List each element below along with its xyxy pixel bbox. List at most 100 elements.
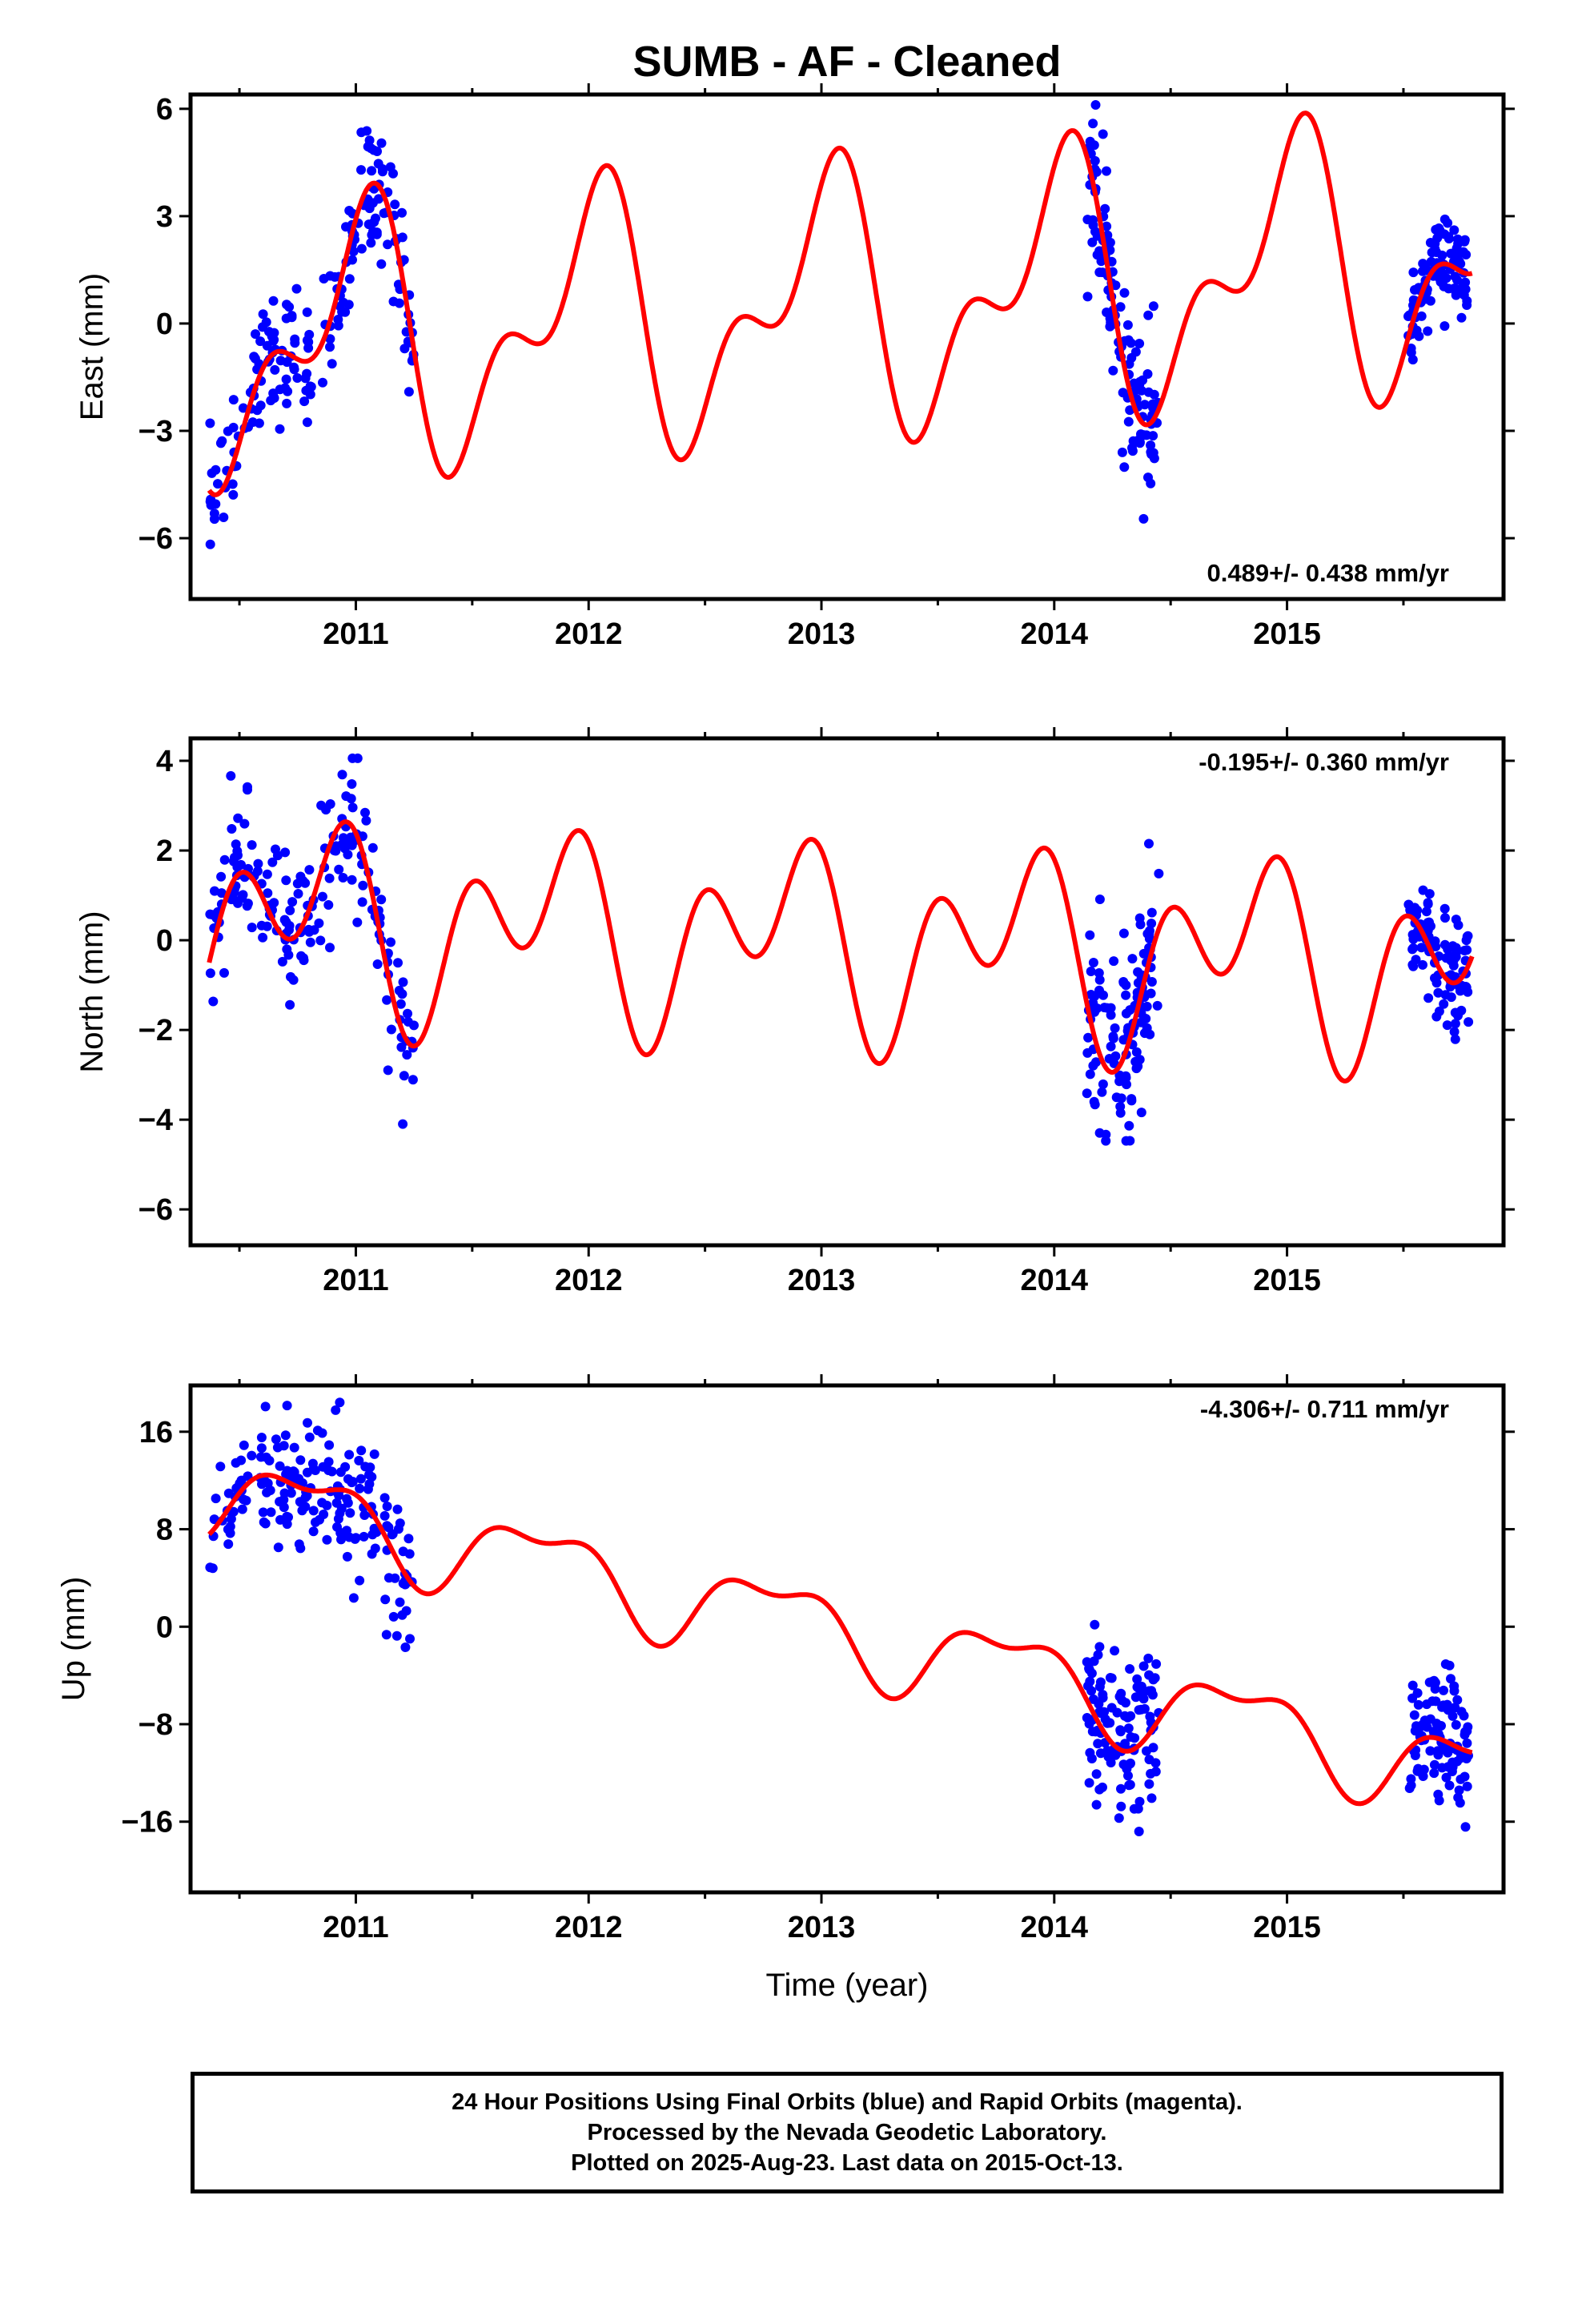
data-point bbox=[386, 937, 396, 947]
data-point bbox=[1116, 1801, 1126, 1811]
data-point bbox=[262, 869, 272, 879]
data-point bbox=[236, 1455, 247, 1466]
data-point bbox=[264, 1455, 275, 1466]
plot-frame bbox=[188, 1383, 1506, 1895]
data-point bbox=[1130, 1733, 1140, 1743]
data-point bbox=[1456, 1707, 1467, 1717]
data-point bbox=[359, 1531, 369, 1542]
data-point bbox=[247, 923, 257, 933]
data-point bbox=[383, 1065, 393, 1076]
y-tick-label: −6 bbox=[139, 522, 173, 556]
data-point bbox=[303, 1417, 312, 1428]
data-point bbox=[1460, 284, 1471, 295]
data-point bbox=[223, 1539, 234, 1550]
data-point bbox=[286, 1488, 296, 1498]
data-point bbox=[1450, 1034, 1460, 1044]
data-point bbox=[302, 417, 312, 428]
data-point bbox=[1094, 1642, 1105, 1652]
data-point bbox=[304, 1432, 315, 1442]
data-point bbox=[327, 359, 337, 369]
data-point bbox=[1433, 1789, 1443, 1799]
data-point bbox=[1150, 1758, 1161, 1768]
data-point bbox=[1146, 478, 1156, 489]
data-point bbox=[292, 879, 303, 889]
data-point bbox=[275, 1461, 285, 1471]
data-point bbox=[1126, 352, 1137, 363]
x-tick-label: 2013 bbox=[788, 1911, 856, 1944]
data-point bbox=[333, 315, 343, 324]
y-tick-label: 0 bbox=[156, 1610, 173, 1644]
data-point bbox=[263, 888, 273, 899]
data-point bbox=[299, 396, 310, 407]
data-point bbox=[1106, 1703, 1117, 1713]
x-tick-label: 2013 bbox=[788, 617, 856, 651]
data-point bbox=[338, 833, 348, 843]
data-point bbox=[1086, 1668, 1097, 1679]
data-point bbox=[408, 1075, 418, 1085]
data-point bbox=[281, 374, 291, 384]
data-point bbox=[1462, 945, 1472, 955]
data-point bbox=[210, 886, 219, 896]
data-point bbox=[342, 1551, 352, 1562]
data-point bbox=[1413, 1699, 1423, 1710]
y-tick-label: −4 bbox=[139, 1104, 173, 1137]
data-point bbox=[227, 824, 237, 834]
data-point bbox=[1429, 1759, 1439, 1770]
data-point bbox=[1442, 1020, 1452, 1031]
data-point bbox=[267, 857, 278, 867]
data-point bbox=[1410, 1751, 1420, 1760]
data-point bbox=[1123, 416, 1134, 427]
data-point bbox=[357, 897, 367, 907]
data-point bbox=[1146, 449, 1157, 460]
data-point bbox=[1439, 939, 1450, 950]
data-point bbox=[259, 1517, 269, 1527]
data-point bbox=[1452, 947, 1462, 957]
data-point bbox=[1114, 1076, 1125, 1087]
data-point bbox=[1453, 249, 1464, 259]
data-point bbox=[1119, 287, 1130, 298]
data-point bbox=[211, 499, 221, 509]
data-point bbox=[1446, 1674, 1456, 1684]
data-point bbox=[213, 479, 223, 489]
y-tick-label: 8 bbox=[156, 1514, 173, 1547]
data-point bbox=[260, 1401, 271, 1412]
data-point bbox=[247, 840, 257, 850]
data-point bbox=[319, 274, 329, 283]
rate-label: -4.306+/- 0.711 mm/yr bbox=[1200, 1395, 1449, 1423]
data-point bbox=[1124, 1120, 1134, 1131]
data-point bbox=[364, 135, 375, 146]
data-point bbox=[346, 794, 356, 804]
data-point bbox=[1416, 1722, 1426, 1731]
data-point bbox=[356, 127, 367, 138]
data-point bbox=[1094, 267, 1105, 277]
data-point bbox=[217, 436, 227, 446]
x-tick-label: 2014 bbox=[1021, 1911, 1089, 1944]
data-point bbox=[1411, 955, 1421, 965]
x-tick-label: 2013 bbox=[788, 1264, 856, 1297]
data-point bbox=[1456, 1774, 1466, 1784]
data-point bbox=[1085, 930, 1095, 940]
data-point bbox=[1102, 1003, 1112, 1013]
data-point bbox=[1149, 389, 1159, 400]
y-tick-label: 16 bbox=[139, 1416, 173, 1449]
data-point bbox=[226, 770, 236, 781]
data-point bbox=[1431, 1696, 1441, 1707]
data-point bbox=[1136, 385, 1146, 396]
data-point bbox=[1463, 987, 1473, 997]
data-point bbox=[403, 1016, 413, 1027]
data-point bbox=[1408, 267, 1419, 278]
data-point bbox=[379, 1510, 390, 1521]
data-point bbox=[1134, 339, 1145, 348]
data-point bbox=[1108, 365, 1118, 376]
data-point bbox=[1130, 1692, 1141, 1703]
data-point bbox=[371, 213, 380, 223]
data-point bbox=[289, 364, 299, 375]
data-point bbox=[1443, 1705, 1453, 1715]
data-point bbox=[1098, 1690, 1108, 1700]
data-point bbox=[239, 818, 250, 829]
data-point bbox=[331, 841, 341, 851]
data-point bbox=[333, 1514, 343, 1524]
data-point bbox=[228, 489, 239, 500]
data-point bbox=[280, 383, 291, 393]
data-point bbox=[398, 1119, 408, 1129]
